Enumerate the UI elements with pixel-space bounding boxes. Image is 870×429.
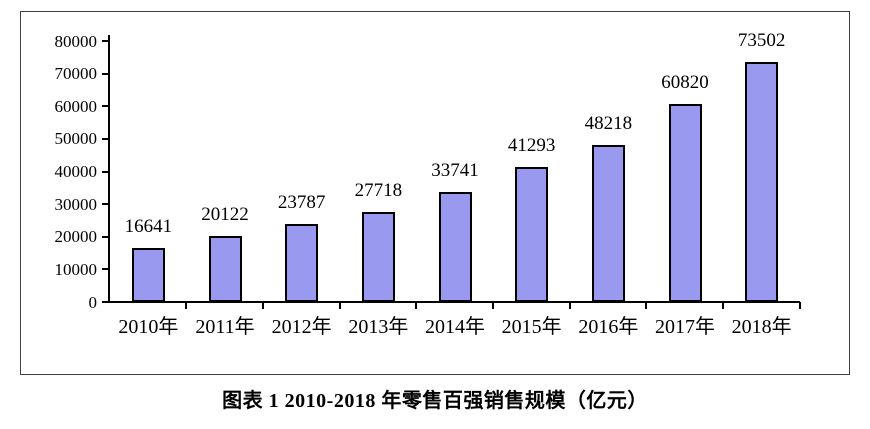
chart-caption: 图表 1 2010-2018 年零售百强销售规模（亿元） — [222, 390, 648, 412]
y-tick-label: 0 — [88, 292, 98, 312]
x-axis-tick — [568, 302, 571, 309]
bar-value-label: 27718 — [354, 179, 403, 201]
y-axis-line — [108, 35, 110, 303]
bar-2014 — [438, 191, 472, 302]
x-tick-label: 2011年 — [195, 316, 255, 338]
bar-2011 — [208, 236, 242, 302]
x-tick-label: 2016年 — [578, 316, 639, 338]
y-axis-tick — [102, 105, 109, 108]
y-axis-tick — [102, 235, 109, 238]
bar-value-label: 16641 — [124, 215, 173, 237]
y-axis-tick — [102, 203, 109, 206]
y-axis-tick — [102, 170, 109, 173]
y-tick-label: 50000 — [54, 129, 98, 149]
bar-2012 — [285, 224, 319, 302]
x-tick-label: 2014年 — [425, 316, 485, 338]
y-axis-tick — [102, 72, 109, 75]
bar-value-label: 23787 — [277, 192, 326, 214]
x-axis-line — [108, 301, 800, 303]
y-tick-label: 20000 — [54, 227, 98, 247]
y-tick-label: 30000 — [54, 194, 98, 214]
x-axis-tick — [185, 302, 188, 309]
bar-value-label: 48218 — [584, 112, 633, 134]
bar-2018 — [745, 62, 779, 302]
y-axis-tick — [102, 301, 109, 303]
chart-frame-box — [20, 11, 850, 375]
x-tick-label: 2018年 — [731, 316, 792, 338]
x-axis-tick — [261, 302, 264, 309]
y-tick-label: 70000 — [54, 64, 98, 84]
x-axis-tick — [645, 302, 648, 309]
bar-2017 — [668, 103, 702, 302]
bar-value-label: 41293 — [507, 135, 556, 157]
x-axis-tick — [338, 302, 341, 309]
y-tick-label: 40000 — [54, 162, 98, 181]
x-tick-label: 2013年 — [348, 316, 409, 338]
x-axis-tick — [721, 302, 724, 309]
bar-2013 — [361, 211, 395, 302]
bar-2016 — [591, 144, 625, 302]
x-axis-tick — [491, 302, 494, 309]
bar-value-label: 60820 — [661, 71, 709, 93]
bar-2010 — [131, 247, 165, 302]
y-axis-tick — [102, 137, 109, 140]
x-axis-tick — [415, 302, 418, 309]
y-tick-label: 60000 — [54, 96, 98, 116]
x-tick-label: 2012年 — [271, 316, 332, 338]
x-tick-label: 2010年 — [118, 316, 179, 338]
bar-value-label: 20122 — [201, 204, 249, 226]
y-axis-tick — [102, 40, 109, 42]
y-axis-tick — [102, 268, 109, 271]
bar-2015 — [515, 167, 549, 302]
bar-value-label: 73502 — [737, 30, 786, 52]
y-tick-label: 10000 — [54, 259, 98, 279]
x-tick-label: 2017年 — [655, 316, 715, 338]
x-axis-tick — [798, 302, 801, 309]
x-tick-label: 2015年 — [501, 316, 562, 338]
bar-value-label: 33741 — [431, 159, 479, 181]
y-tick-label: 80000 — [54, 31, 98, 51]
